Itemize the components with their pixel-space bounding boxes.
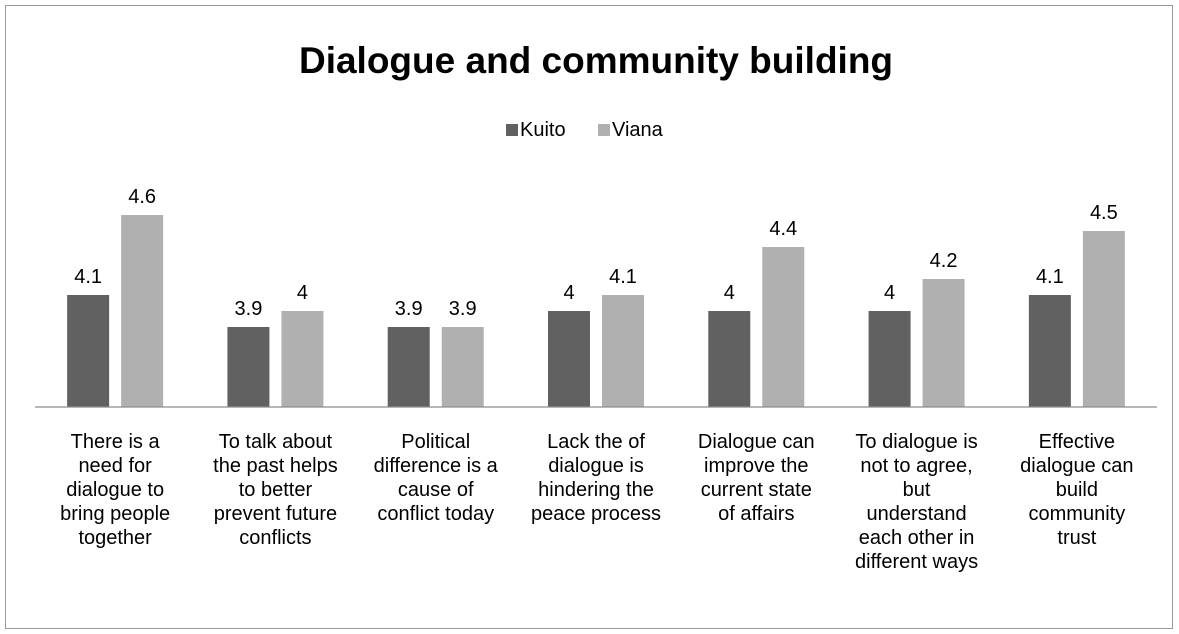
legend-label-viana: Viana — [612, 119, 664, 141]
category-label-line: difference is a — [374, 455, 499, 477]
legend-swatch-viana — [598, 124, 610, 136]
bar-viana-4 — [602, 295, 644, 407]
category-label-line: need for — [78, 455, 152, 477]
category-label-5: Dialogue can improve the current state of a… — [698, 431, 815, 525]
legend: Kuito Viana — [506, 119, 664, 141]
category-label-line: prevent future — [214, 503, 337, 525]
category-label-line: There is a — [71, 431, 161, 453]
bar-viana-6 — [922, 279, 965, 407]
bar-viana-2 — [281, 311, 324, 407]
data-label-viana-3: 3.9 — [449, 298, 477, 320]
data-label-kuito-6: 4 — [884, 282, 895, 304]
category-label-line: dialogue is — [548, 455, 644, 477]
category-label-line: each other in — [859, 527, 975, 549]
bar-viana-7 — [1082, 231, 1125, 407]
category-label-line: improve the — [704, 455, 809, 477]
category-label-line: conflicts — [239, 527, 311, 549]
data-label-viana-5: 4.4 — [769, 218, 797, 240]
category-label-line: Effective — [1039, 431, 1115, 453]
data-label-viana-7: 4.5 — [1090, 202, 1118, 224]
category-label-2: To talk about the past helps to better prev… — [213, 431, 338, 549]
data-label-viana-6: 4.2 — [930, 250, 958, 272]
category-label-line: To dialogue is — [855, 431, 977, 453]
category-label-line: together — [78, 527, 152, 549]
legend-swatch-kuito — [506, 124, 518, 136]
category-label-line: cause of — [398, 479, 474, 501]
category-label-7: Effective dialogue can build community trust — [1020, 431, 1133, 549]
bar-viana-5 — [762, 247, 805, 407]
category-label-line: not to agree, — [860, 455, 972, 477]
category-label-line: hindering the — [538, 479, 654, 501]
data-label-kuito-7: 4.1 — [1036, 266, 1064, 288]
data-label-viana-2: 4 — [297, 282, 308, 304]
category-label-line: current state — [701, 479, 812, 501]
category-label-line: the past helps — [213, 455, 338, 477]
category-label-line: but — [903, 479, 931, 501]
category-label-line: understand — [867, 503, 967, 525]
data-label-viana-4: 4.1 — [609, 266, 637, 288]
bars-group — [67, 215, 1125, 407]
bar-kuito-2 — [227, 327, 270, 407]
category-label-line: bring people — [60, 503, 170, 525]
category-label-line: conflict today — [377, 503, 494, 525]
chart-title: Dialogue and community building — [299, 40, 893, 81]
data-label-kuito-4: 4 — [563, 282, 574, 304]
category-label-3: Political difference is a cause of conflict… — [374, 431, 499, 525]
bar-viana-3 — [441, 327, 484, 407]
bar-kuito-5 — [708, 311, 751, 407]
category-label-line: different ways — [855, 551, 978, 573]
category-label-6: To dialogue is not to agree, but understand… — [855, 431, 978, 573]
data-label-kuito-1: 4.1 — [74, 266, 102, 288]
category-label-line: Lack the of — [547, 431, 645, 453]
category-label-line: peace process — [531, 503, 661, 525]
data-label-viana-1: 4.6 — [128, 186, 156, 208]
legend-label-kuito: Kuito — [520, 119, 566, 141]
category-label-line: Political — [401, 431, 470, 453]
bar-viana-1 — [121, 215, 164, 407]
category-label-line: of affairs — [718, 503, 794, 525]
category-label-line: community — [1029, 503, 1126, 525]
data-label-kuito-5: 4 — [724, 282, 735, 304]
data-labels-group: 4.1 4.6 3.9 4 3.9 3.9 4 4.1 4 4.4 4 4.2 4.1 4.5 — [74, 186, 1118, 320]
category-label-1: There is a need for dialogue to bring peopl… — [60, 431, 170, 549]
bar-kuito-4 — [548, 311, 590, 407]
data-label-kuito-3: 3.9 — [395, 298, 423, 320]
category-label-line: To talk about — [219, 431, 333, 453]
category-label-line: Dialogue can — [698, 431, 815, 453]
bar-kuito-6 — [868, 311, 911, 407]
bar-kuito-7 — [1028, 295, 1071, 407]
bar-kuito-3 — [387, 327, 430, 407]
data-label-kuito-2: 3.9 — [235, 298, 263, 320]
category-label-line: to better — [239, 479, 313, 501]
category-label-line: build — [1056, 479, 1098, 501]
category-label-line: trust — [1057, 527, 1096, 549]
category-label-line: dialogue can — [1020, 455, 1133, 477]
category-label-line: dialogue to — [66, 479, 164, 501]
category-label-4: Lack the of dialogue is hindering the peace… — [531, 431, 661, 525]
category-labels-group: There is a need for dialogue to bring peopl… — [60, 431, 1133, 573]
bar-kuito-1 — [67, 295, 110, 407]
